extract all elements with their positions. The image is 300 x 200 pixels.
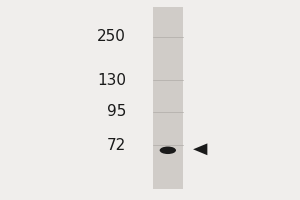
FancyBboxPatch shape <box>153 7 183 189</box>
Text: 130: 130 <box>97 73 126 88</box>
Ellipse shape <box>160 147 176 154</box>
Text: 95: 95 <box>107 104 126 119</box>
Text: 72: 72 <box>107 138 126 153</box>
Polygon shape <box>193 143 207 155</box>
Text: 250: 250 <box>97 29 126 44</box>
